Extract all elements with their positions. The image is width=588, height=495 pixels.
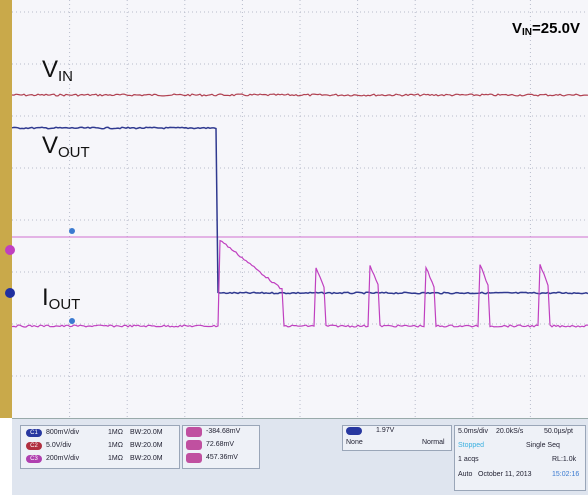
measure-badge xyxy=(186,427,202,437)
record-length: RL:1.0k xyxy=(552,456,576,463)
status-panel: C1 800mV/div 1MΩ BW:20.0M C2 5.0V/div 1M… xyxy=(12,418,588,495)
graticule-bg xyxy=(12,0,588,418)
condition-label: VIN=25.0V xyxy=(512,20,580,38)
acq-count: 1 acqs xyxy=(458,456,479,463)
trigger-type: Auto xyxy=(458,471,472,478)
vin-label: VIN xyxy=(42,56,73,85)
channel-badge: C2 xyxy=(26,442,42,450)
measurement: -384.68mV xyxy=(206,428,240,435)
channel-impedance: 1MΩ xyxy=(108,429,123,436)
channel-badge: C1 xyxy=(26,429,42,437)
trigger-coupling: None xyxy=(346,439,363,446)
channel-scale: 800mV/div xyxy=(46,429,79,436)
vout-label: VOUT xyxy=(42,132,90,161)
acq-status: Stopped xyxy=(458,442,484,449)
ref-marker xyxy=(69,228,75,234)
iout-label: IOUT xyxy=(42,284,80,313)
measure-badge xyxy=(186,440,202,450)
trigger-level: 1.97V xyxy=(376,427,394,434)
measure-badge xyxy=(186,453,202,463)
time-scale: 5.0ms/div xyxy=(458,428,488,435)
trigger-mode: Normal xyxy=(422,439,445,446)
channel-scale: 5.0V/div xyxy=(46,442,71,449)
channel-scale: 200mV/div xyxy=(46,455,79,462)
channel-impedance: 1MΩ xyxy=(108,455,123,462)
measurement: 457.36mV xyxy=(206,454,238,461)
acq-mode: Single Seq xyxy=(526,442,560,449)
channel-impedance: 1MΩ xyxy=(108,442,123,449)
channel-bandwidth: BW:20.0M xyxy=(130,429,163,436)
ch3-marker xyxy=(5,245,15,255)
measurement: 72.68mV xyxy=(206,441,234,448)
channel-bandwidth: BW:20.0M xyxy=(130,455,163,462)
waveform-area xyxy=(0,0,588,418)
ref-marker xyxy=(69,318,75,324)
left-edge xyxy=(0,0,12,418)
scope-screen: VIN VOUT IOUT VIN=25.0V C1 800mV/div 1MΩ… xyxy=(0,0,588,494)
sample-rate: 20.0kS/s xyxy=(496,428,523,435)
date: October 11, 2013 xyxy=(478,471,532,478)
channel-badge: C3 xyxy=(26,455,42,463)
ch1-marker xyxy=(5,288,15,298)
resolution: 50.0µs/pt xyxy=(544,428,573,435)
channel-bandwidth: BW:20.0M xyxy=(130,442,163,449)
trigger-badge xyxy=(346,427,362,435)
time: 15:02:16 xyxy=(552,471,579,478)
